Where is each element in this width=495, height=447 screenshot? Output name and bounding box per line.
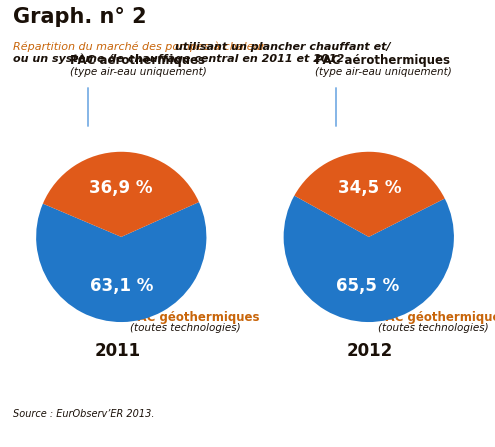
Text: Répartition du marché des pompes à chaleur: Répartition du marché des pompes à chale…	[13, 42, 269, 52]
Wedge shape	[295, 152, 445, 237]
Text: 65,5 %: 65,5 %	[336, 277, 399, 295]
Text: PAC géothermiques: PAC géothermiques	[378, 311, 495, 324]
Text: 2012: 2012	[347, 342, 393, 360]
Wedge shape	[43, 152, 199, 237]
Text: ou un système de chauffage central en 2011 et 2012: ou un système de chauffage central en 20…	[13, 54, 344, 64]
Text: 63,1 %: 63,1 %	[90, 277, 153, 295]
Text: (type air-eau uniquement): (type air-eau uniquement)	[70, 67, 207, 77]
Text: 2011: 2011	[95, 342, 141, 360]
Text: PAC aérothermiques: PAC aérothermiques	[70, 54, 205, 67]
Text: PAC géothermiques: PAC géothermiques	[130, 311, 259, 324]
Text: (type air-eau uniquement): (type air-eau uniquement)	[315, 67, 452, 77]
Wedge shape	[284, 196, 454, 322]
Text: (toutes technologies): (toutes technologies)	[130, 323, 241, 333]
Text: 36,9 %: 36,9 %	[89, 178, 152, 197]
Wedge shape	[36, 202, 206, 322]
Text: PAC aérothermiques: PAC aérothermiques	[315, 54, 450, 67]
Text: 34,5 %: 34,5 %	[338, 178, 401, 197]
Text: (toutes technologies): (toutes technologies)	[378, 323, 489, 333]
Text: Source : EurObserv’ER 2013.: Source : EurObserv’ER 2013.	[13, 409, 154, 419]
Text: utilisant un plancher chauffant et/: utilisant un plancher chauffant et/	[175, 42, 391, 52]
Text: Graph. n° 2: Graph. n° 2	[13, 7, 147, 27]
